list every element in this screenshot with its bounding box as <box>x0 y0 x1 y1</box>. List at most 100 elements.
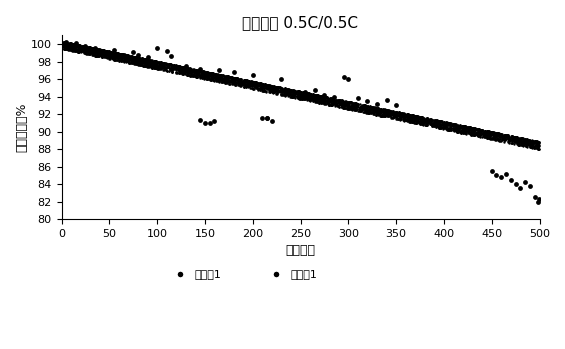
Point <box>271 84 280 89</box>
Point <box>130 54 139 60</box>
Point <box>506 138 515 144</box>
Point <box>184 68 193 73</box>
Point <box>512 139 521 144</box>
Point <box>323 96 332 101</box>
Point <box>421 122 430 128</box>
Point <box>314 96 323 101</box>
Point <box>532 139 541 144</box>
Point <box>76 46 85 52</box>
Point <box>253 80 262 86</box>
Point <box>149 65 158 70</box>
Point <box>490 136 499 142</box>
Point <box>340 99 349 105</box>
Point <box>64 46 73 52</box>
Point <box>511 137 520 143</box>
Point <box>112 51 121 56</box>
Point <box>280 93 289 98</box>
Point <box>210 72 219 78</box>
Point <box>144 61 153 67</box>
Point <box>532 140 541 146</box>
Point <box>429 123 438 128</box>
Point <box>281 92 290 97</box>
Point <box>263 86 272 92</box>
Point <box>419 117 428 122</box>
Point <box>243 78 252 83</box>
Point <box>237 80 246 85</box>
Point <box>99 51 108 57</box>
Point <box>462 124 471 129</box>
Point <box>279 87 288 93</box>
Point <box>408 116 417 121</box>
Point <box>422 116 431 121</box>
Point <box>388 111 397 116</box>
Point <box>203 76 212 82</box>
Point <box>217 77 226 82</box>
Point <box>447 122 457 128</box>
Point <box>86 49 95 54</box>
Point <box>203 73 212 79</box>
Point <box>373 109 383 114</box>
Point <box>508 136 518 141</box>
Point <box>170 66 179 71</box>
Point <box>75 42 84 48</box>
Point <box>234 82 243 88</box>
Point <box>152 66 161 71</box>
Point <box>438 119 447 124</box>
Point <box>73 47 82 53</box>
Point <box>127 53 136 59</box>
Point <box>94 47 103 53</box>
Point <box>384 113 393 119</box>
Point <box>371 112 380 117</box>
Point <box>179 70 188 75</box>
Point <box>137 60 146 65</box>
Point <box>151 59 160 64</box>
Point <box>195 68 204 73</box>
Point <box>182 66 192 72</box>
Point <box>288 91 297 97</box>
Point <box>68 45 77 50</box>
Point <box>172 70 181 75</box>
Point <box>435 124 444 129</box>
Point <box>311 93 320 99</box>
Point <box>96 47 105 52</box>
Point <box>71 42 80 47</box>
Point <box>69 46 78 52</box>
Point <box>516 141 525 146</box>
Point <box>73 47 82 53</box>
Point <box>315 93 324 99</box>
Point <box>446 124 455 129</box>
Point <box>242 80 251 85</box>
Point <box>481 128 490 134</box>
Point <box>192 74 201 80</box>
Point <box>285 92 294 98</box>
Point <box>328 101 337 106</box>
Point <box>259 82 268 88</box>
Point <box>454 128 463 134</box>
Point <box>99 51 108 56</box>
Point <box>175 68 184 74</box>
Point <box>398 112 407 118</box>
Point <box>203 73 212 79</box>
Point <box>500 132 509 138</box>
Point <box>363 109 372 115</box>
Point <box>490 132 499 137</box>
Point <box>214 74 223 80</box>
Point <box>417 114 426 120</box>
Point <box>346 104 355 110</box>
Point <box>367 109 376 115</box>
Point <box>58 42 67 47</box>
Point <box>384 113 393 119</box>
Point <box>108 53 118 58</box>
Point <box>346 106 355 112</box>
Point <box>277 86 286 92</box>
Point <box>356 104 365 109</box>
Point <box>295 89 304 94</box>
Point <box>479 133 488 139</box>
Point <box>252 80 261 86</box>
Point <box>344 103 353 108</box>
Point <box>146 57 155 63</box>
Point <box>277 89 286 95</box>
Point <box>131 61 140 67</box>
Point <box>283 90 292 95</box>
Point <box>134 60 144 66</box>
